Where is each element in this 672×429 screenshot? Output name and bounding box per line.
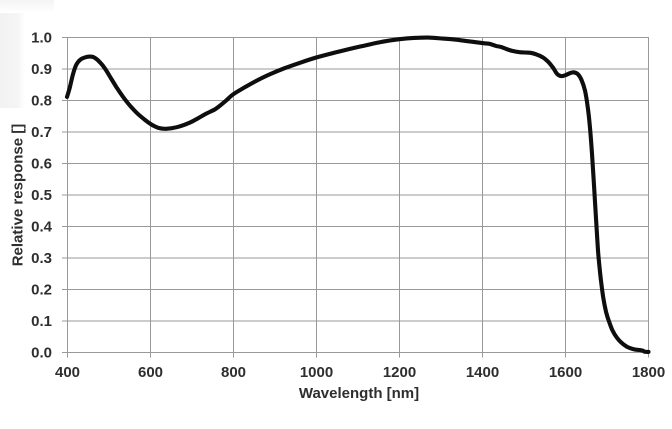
svg-text:600: 600 <box>138 364 163 381</box>
svg-text:0.4: 0.4 <box>31 219 53 236</box>
svg-text:1000: 1000 <box>300 364 333 381</box>
svg-text:1600: 1600 <box>549 364 582 381</box>
svg-text:Wavelength [nm]: Wavelength [nm] <box>299 385 419 402</box>
svg-text:0.5: 0.5 <box>31 187 52 204</box>
svg-text:0.2: 0.2 <box>31 282 52 299</box>
svg-text:1.0: 1.0 <box>31 30 52 47</box>
svg-text:1400: 1400 <box>466 364 499 381</box>
svg-text:0.7: 0.7 <box>31 124 52 141</box>
svg-text:1200: 1200 <box>383 364 416 381</box>
svg-text:800: 800 <box>221 364 246 381</box>
svg-text:0.3: 0.3 <box>31 250 52 267</box>
svg-text:400: 400 <box>55 364 80 381</box>
svg-text:0.8: 0.8 <box>31 93 52 110</box>
svg-text:0.0: 0.0 <box>31 345 52 362</box>
svg-text:1800: 1800 <box>632 364 665 381</box>
svg-text:0.9: 0.9 <box>31 61 52 78</box>
svg-text:0.6: 0.6 <box>31 156 52 173</box>
svg-text:Relative response []: Relative response [] <box>10 124 27 267</box>
svg-text:0.1: 0.1 <box>31 313 52 330</box>
